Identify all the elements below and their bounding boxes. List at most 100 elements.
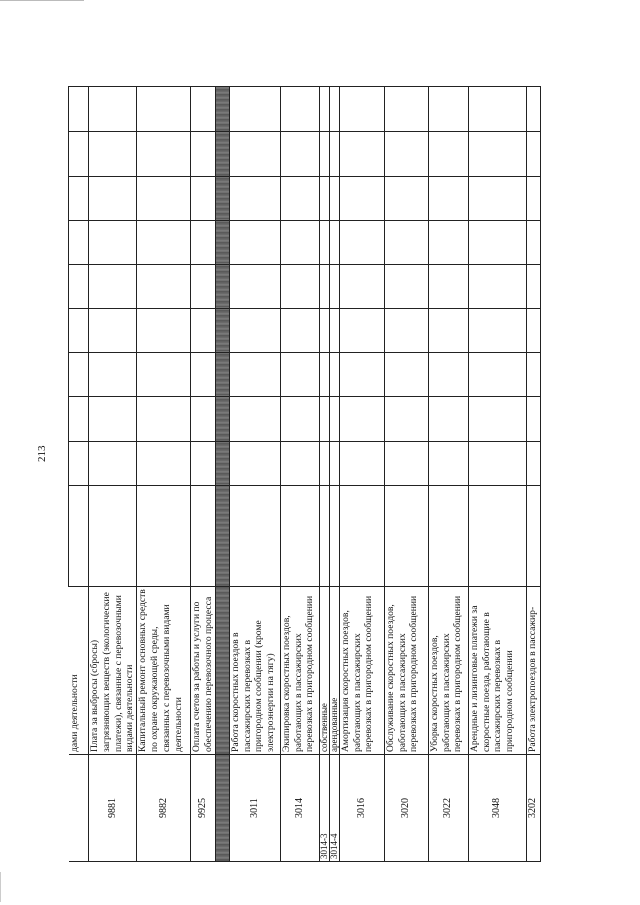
- value-cell: [229, 352, 281, 397]
- value-cell: [68, 308, 89, 353]
- value-cell: [329, 264, 340, 309]
- value-cell: [229, 220, 281, 265]
- value-cell: [428, 352, 469, 397]
- item-code: 3048: [468, 754, 527, 862]
- value-cell: [526, 352, 541, 397]
- item-description: дами деятельности: [68, 586, 89, 755]
- value-cell: [136, 485, 191, 587]
- rotated-table-container: дами деятельности 9881 Плата за выбросы (с…: [68, 86, 541, 862]
- table-row: 3016 Амортизация скоростных поездов, рабо…: [339, 86, 385, 862]
- value-cell: [68, 352, 89, 397]
- value-cell: [468, 352, 527, 397]
- value-cell: [190, 131, 216, 177]
- value-cell: [468, 485, 527, 587]
- value-cell: [280, 176, 320, 221]
- value-cell: [319, 308, 330, 353]
- value-cell: [384, 352, 429, 397]
- value-cell: [215, 441, 230, 486]
- value-cell: [280, 264, 320, 309]
- table-row: 3048 Арендные и лизинговые платежи за ско…: [468, 86, 527, 862]
- value-cell: [428, 176, 469, 221]
- item-code: 3014-4: [329, 754, 340, 862]
- value-cell: [384, 220, 429, 265]
- table-row: 9882 Капитальный ремонт основных средств …: [136, 86, 191, 862]
- value-cell: [229, 485, 281, 587]
- item-description: Амортизация скоростных поездов, работающ…: [339, 586, 385, 755]
- item-description: арендованные: [329, 586, 340, 755]
- item-description: Капитальный ремонт основных средств по о…: [136, 586, 191, 755]
- value-cell: [468, 396, 527, 442]
- item-code: 9925: [190, 754, 216, 862]
- value-cell: [136, 308, 191, 353]
- value-cell: [280, 485, 320, 587]
- item-description: Оплата счетов за работы и услуги по обес…: [190, 586, 216, 755]
- value-cell: [190, 352, 216, 397]
- value-cell: [229, 264, 281, 309]
- table-row: 9925 Оплата счетов за работы и услуги по …: [190, 86, 216, 862]
- scan-artifact: [0, 0, 84, 1]
- value-cell: [215, 131, 230, 177]
- value-cell: [329, 131, 340, 177]
- value-cell: [319, 86, 330, 132]
- value-cell: [215, 86, 230, 132]
- value-cell: [428, 485, 469, 587]
- page-number: 213: [36, 445, 48, 463]
- value-cell: [526, 441, 541, 486]
- value-cell: [428, 131, 469, 177]
- value-cell: [526, 396, 541, 442]
- value-cell: [229, 396, 281, 442]
- value-cell: [468, 176, 527, 221]
- value-cell: [68, 176, 89, 221]
- value-cell: [190, 441, 216, 486]
- value-cell: [329, 176, 340, 221]
- value-cell: [68, 441, 89, 486]
- value-cell: [339, 308, 385, 353]
- item-code: 3014-3: [319, 754, 330, 862]
- table-row: 3020 Обслуживание скоростных поездов, раб…: [384, 86, 429, 862]
- value-cell: [329, 441, 340, 486]
- value-cell: [136, 86, 191, 132]
- value-cell: [319, 352, 330, 397]
- value-cell: [428, 220, 469, 265]
- item-code: [68, 754, 89, 862]
- value-cell: [68, 396, 89, 442]
- value-cell: [526, 485, 541, 587]
- value-cell: [384, 86, 429, 132]
- value-cell: [229, 86, 281, 132]
- item-description: Экипировка скоростных поездов, работающи…: [280, 586, 320, 755]
- value-cell: [319, 264, 330, 309]
- value-cell: [384, 264, 429, 309]
- value-cell: [215, 220, 230, 265]
- value-cell: [384, 485, 429, 587]
- item-description: Работа электропоездов в пассажир-: [526, 586, 541, 755]
- item-code: [215, 754, 230, 862]
- value-cell: [229, 176, 281, 221]
- value-cell: [190, 86, 216, 132]
- value-cell: [319, 131, 330, 177]
- value-cell: [329, 396, 340, 442]
- value-cell: [215, 308, 230, 353]
- value-cell: [384, 131, 429, 177]
- value-cell: [339, 441, 385, 486]
- value-cell: [329, 485, 340, 587]
- value-cell: [339, 352, 385, 397]
- value-cell: [339, 176, 385, 221]
- value-cell: [136, 441, 191, 486]
- value-cell: [190, 176, 216, 221]
- value-cell: [88, 308, 137, 353]
- value-cell: [319, 441, 330, 486]
- value-cell: [88, 220, 137, 265]
- value-cell: [468, 264, 527, 309]
- item-description: Плата за выбросы (сбросы) загрязняющих в…: [88, 586, 137, 755]
- value-cell: [329, 86, 340, 132]
- item-code: 3016: [339, 754, 385, 862]
- value-cell: [319, 396, 330, 442]
- item-description: Работа скоростных поездов в пассажирских…: [229, 586, 281, 755]
- value-cell: [190, 396, 216, 442]
- value-cell: [68, 86, 89, 132]
- value-cell: [68, 485, 89, 587]
- item-description: Арендные и лизинговые платежи за скорост…: [468, 586, 527, 755]
- value-cell: [329, 308, 340, 353]
- value-cell: [339, 86, 385, 132]
- value-cell: [68, 220, 89, 265]
